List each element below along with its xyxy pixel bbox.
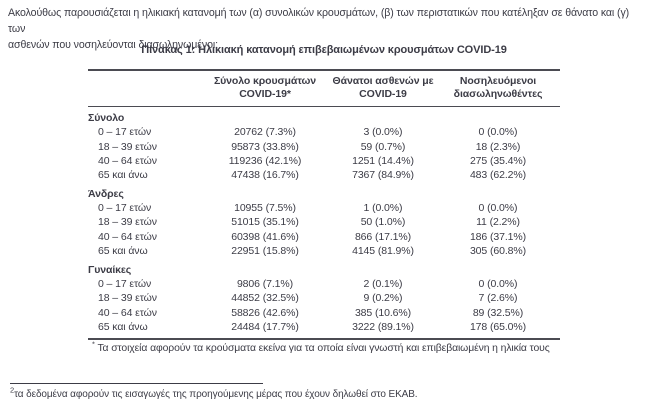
deaths-value: 59 (0.7%) bbox=[360, 140, 406, 153]
intubated-value: 89 (32.5%) bbox=[472, 306, 524, 319]
table-row: 65 και άνω 22951 (15.8%) 4145 (81.9%) 30… bbox=[88, 244, 560, 258]
deaths-value: 50 (1.0%) bbox=[360, 216, 406, 229]
table-row: 65 και άνω 24484 (17.7%) 3222 (89.1%) 17… bbox=[88, 320, 560, 339]
cases-value: 47438 (16.7%) bbox=[231, 169, 299, 182]
age-group-label: 0 – 17 ετών bbox=[98, 201, 152, 214]
table-row: 18 – 39 ετών 95873 (33.8%) 59 (0.7%) 18 … bbox=[88, 140, 560, 154]
age-group-label: 0 – 17 ετών bbox=[98, 277, 152, 290]
cases-value: 95873 (33.8%) bbox=[231, 140, 299, 153]
deaths-value: 385 (10.6%) bbox=[354, 306, 412, 319]
intubated-value: 186 (37.1%) bbox=[469, 230, 527, 243]
table-footnote-text: Τα στοιχεία αφορούν τα κρούσματα εκείνα … bbox=[97, 343, 550, 355]
intubated-value: 11 (2.2%) bbox=[476, 216, 520, 229]
intubated-value: 18 (2.3%) bbox=[475, 140, 521, 153]
deaths-value: 1 (0.0%) bbox=[363, 201, 403, 214]
column-header-total-cases: Σύνολο κρουσμάτων COVID-19* bbox=[200, 70, 330, 107]
column-header-deaths: Θάνατοι ασθενών με COVID-19 bbox=[330, 70, 436, 107]
age-distribution-table: Σύνολο κρουσμάτων COVID-19* Θάνατοι ασθε… bbox=[88, 69, 560, 341]
deaths-value: 2 (0.1%) bbox=[363, 277, 403, 290]
cases-value: 44852 (32.5%) bbox=[231, 292, 299, 305]
section-label: Γυναίκες bbox=[88, 263, 132, 276]
cases-value: 58826 (42.6%) bbox=[231, 306, 299, 319]
footnote-asterisk: * bbox=[92, 339, 95, 349]
intubated-value: 275 (35.4%) bbox=[469, 154, 527, 167]
table-title: Πίνακας 1: Ηλικιακή κατανομή επιβεβαιωμέ… bbox=[141, 44, 507, 56]
age-group-label: 18 – 39 ετών bbox=[98, 216, 157, 229]
cases-value: 10955 (7.5%) bbox=[234, 201, 296, 214]
intro-line-1: Ακολούθως παρουσιάζεται η ηλικιακή καταν… bbox=[8, 7, 630, 35]
cases-value: 51015 (35.1%) bbox=[231, 216, 299, 229]
cases-value: 119236 (42.1%) bbox=[228, 154, 302, 167]
age-group-label: 65 και άνω bbox=[98, 320, 148, 333]
deaths-value: 1251 (14.4%) bbox=[352, 154, 414, 167]
intubated-value: 483 (62.2%) bbox=[469, 169, 527, 182]
age-group-label: 18 – 39 ετών bbox=[98, 292, 157, 305]
age-group-label: 65 και άνω bbox=[98, 169, 148, 182]
table-block: Πίνακας 1: Ηλικιακή κατανομή επιβεβαιωμέ… bbox=[88, 44, 560, 354]
deaths-value: 3222 (89.1%) bbox=[352, 320, 414, 333]
cases-value: 24484 (17.7%) bbox=[231, 320, 299, 333]
deaths-value: 9 (0.2%) bbox=[363, 292, 403, 305]
cases-value: 20762 (7.3%) bbox=[234, 126, 296, 139]
column-header-intubated: Νοσηλευόμενοι διασωληνωθέντες bbox=[436, 70, 560, 107]
table-row: 0 – 17 ετών 10955 (7.5%) 1 (0.0%) 0 (0.0… bbox=[88, 201, 560, 215]
age-group-label: 40 – 64 ετών bbox=[98, 306, 157, 319]
cases-value: 9806 (7.1%) bbox=[236, 277, 294, 290]
intro-paragraph: Ακολούθως παρουσιάζεται η ηλικιακή καταν… bbox=[8, 5, 642, 53]
footnote-number: 2 bbox=[10, 385, 15, 395]
cases-value: 60398 (41.6%) bbox=[231, 230, 299, 243]
page-footnote: 2τα δεδομένα αφορούν τις εισαγωγές της π… bbox=[10, 383, 630, 401]
footnote-separator bbox=[10, 383, 263, 384]
intubated-value: 0 (0.0%) bbox=[478, 277, 518, 290]
section-header-women: Γυναίκες bbox=[88, 259, 560, 277]
age-group-label: 18 – 39 ετών bbox=[98, 140, 157, 153]
table-row: 18 – 39 ετών 51015 (35.1%) 50 (1.0%) 11 … bbox=[88, 215, 560, 229]
page-footnote-text: 2τα δεδομένα αφορούν τις εισαγωγές της π… bbox=[10, 385, 630, 401]
age-group-label: 65 και άνω bbox=[98, 245, 148, 258]
intubated-value: 7 (2.6%) bbox=[478, 292, 518, 305]
table-row: 40 – 64 ετών 60398 (41.6%) 866 (17.1%) 1… bbox=[88, 230, 560, 244]
table-row: 40 – 64 ετών 58826 (42.6%) 385 (10.6%) 8… bbox=[88, 306, 560, 320]
age-group-label: 0 – 17 ετών bbox=[98, 126, 152, 139]
header-empty bbox=[88, 70, 200, 107]
intubated-value: 0 (0.0%) bbox=[478, 201, 518, 214]
table-row: 18 – 39 ετών 44852 (32.5%) 9 (0.2%) 7 (2… bbox=[88, 291, 560, 305]
section-label: Άνδρες bbox=[88, 187, 124, 200]
table-row: 0 – 17 ετών 9806 (7.1%) 2 (0.1%) 0 (0.0%… bbox=[88, 277, 560, 291]
intubated-value: 178 (65.0%) bbox=[469, 320, 527, 333]
cases-value: 22951 (15.8%) bbox=[231, 245, 299, 258]
intubated-value: 0 (0.0%) bbox=[478, 126, 518, 139]
deaths-value: 7367 (84.9%) bbox=[352, 169, 414, 182]
page-footnote-body: τα δεδομένα αφορούν τις εισαγωγές της πρ… bbox=[14, 389, 418, 400]
table-row: 0 – 17 ετών 20762 (7.3%) 3 (0.0%) 0 (0.0… bbox=[88, 125, 560, 139]
deaths-value: 3 (0.0%) bbox=[363, 126, 403, 139]
deaths-value: 866 (17.1%) bbox=[354, 230, 412, 243]
section-label: Σύνολο bbox=[88, 112, 125, 124]
intubated-value: 305 (60.8%) bbox=[469, 245, 527, 258]
table-header-row: Σύνολο κρουσμάτων COVID-19* Θάνατοι ασθε… bbox=[88, 70, 560, 107]
age-group-label: 40 – 64 ετών bbox=[98, 154, 157, 167]
table-footnote: * Τα στοιχεία αφορούν τα κρούσματα εκείν… bbox=[88, 340, 560, 354]
table-row: 40 – 64 ετών 119236 (42.1%) 1251 (14.4%)… bbox=[88, 154, 560, 168]
table-row: 65 και άνω 47438 (16.7%) 7367 (84.9%) 48… bbox=[88, 168, 560, 182]
section-header-total: Σύνολο bbox=[88, 107, 560, 126]
age-group-label: 40 – 64 ετών bbox=[98, 230, 157, 243]
deaths-value: 4145 (81.9%) bbox=[352, 245, 414, 258]
section-header-men: Άνδρες bbox=[88, 183, 560, 201]
intro-line-2: ασθενών που νοσηλεύονται διασωληνωμένοι: bbox=[8, 39, 219, 51]
